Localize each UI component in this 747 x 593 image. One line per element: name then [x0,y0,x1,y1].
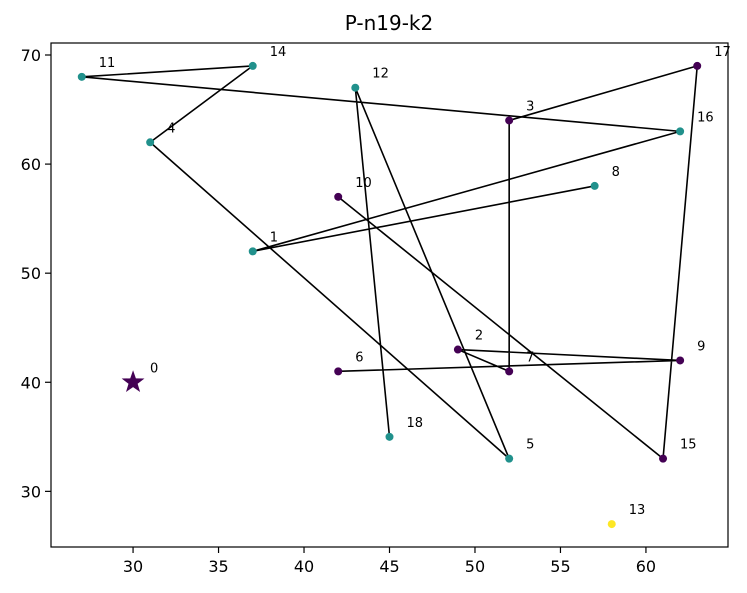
y-tick-label-60: 60 [21,155,41,174]
node-point-1 [248,247,257,256]
node-point-3 [505,116,514,125]
node-label-10: 10 [355,176,372,191]
node-point-10 [334,192,343,201]
node-point-8 [590,181,599,190]
node-label-2: 2 [475,329,483,344]
node-label-6: 6 [355,350,363,365]
node-point-4 [146,138,155,147]
node-label-15: 15 [680,438,697,453]
x-tick-label-40: 40 [294,557,314,576]
node-label-7: 7 [526,350,534,365]
y-tick-label-30: 30 [21,482,41,501]
x-tick-label-30: 30 [123,557,143,576]
x-tick-label-35: 35 [208,557,228,576]
node-point-12 [351,83,360,92]
depot-marker-group [121,370,145,392]
node-point-2 [453,345,462,354]
node-label-8: 8 [612,165,620,180]
node-point-9 [676,356,685,365]
node-label-18: 18 [407,416,424,431]
node-point-15 [659,454,668,463]
node-label-11: 11 [99,56,116,71]
y-tick-label-50: 50 [21,264,41,283]
node-point-7 [505,367,514,376]
customer-points [77,61,702,529]
node-point-11 [77,72,86,81]
route-line-2 [337,65,699,460]
x-tick-label-60: 60 [636,557,656,576]
node-label-16: 16 [697,110,714,125]
node-point-17 [693,61,702,70]
node-label-12: 12 [372,67,389,82]
node-label-14: 14 [270,45,287,60]
node-point-16 [676,127,685,136]
depot-star-marker [121,370,145,392]
x-tick-label-45: 45 [379,557,399,576]
y-tick-label-40: 40 [21,373,41,392]
node-point-6 [334,367,343,376]
y-tick-label-70: 70 [21,46,41,65]
node-label-17: 17 [714,45,731,60]
node-point-13 [607,520,616,529]
node-label-1: 1 [270,230,278,245]
node-label-13: 13 [629,503,646,518]
node-label-3: 3 [526,99,534,114]
node-point-5 [505,454,514,463]
node-point-18 [385,432,394,441]
node-label-5: 5 [526,438,534,453]
node-point-14 [248,61,257,70]
chart-title: P-n19-k2 [345,11,434,35]
node-label-4: 4 [167,121,175,136]
x-tick-label-55: 55 [550,557,570,576]
x-tick-label-50: 50 [465,557,485,576]
node-label-0: 0 [150,361,158,376]
node-label-9: 9 [697,339,705,354]
